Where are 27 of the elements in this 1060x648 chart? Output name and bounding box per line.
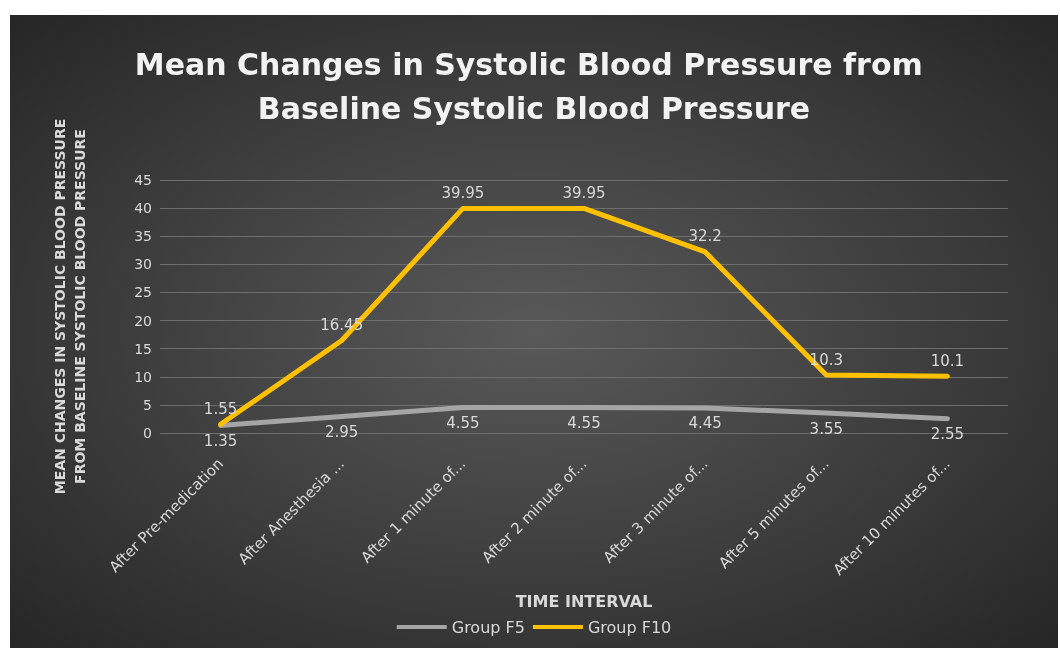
y-axis-title: MEAN CHANGES IN SYSTOLIC BLOOD PRESSURE FROM BASELINE SYSTOLIC BLOOD PRESSURE [52,118,88,495]
data-label: 32.2 [688,227,722,246]
y-tick-label: 20 [134,312,152,329]
y-tick-label: 25 [134,284,152,301]
y-tick-label: 0 [143,425,152,441]
data-label: 39.95 [562,183,606,202]
data-label: 10.1 [930,351,965,370]
y-tick-label: 45 [134,172,152,188]
data-label: 2.55 [930,425,965,444]
chart-title: Mean Changes in Systolic Blood Pressure from Baseline Systolic Blood Pressure [134,46,934,126]
y-tick-label: 40 [134,200,152,217]
y-tick-label: 10 [134,368,152,385]
data-label: 39.95 [441,183,485,202]
data-label: 4.55 [567,413,601,432]
y-tick-label: 30 [134,256,152,273]
data-label: 1.35 [203,431,238,450]
data-label: 1.55 [203,399,238,418]
y-tick-label: 5 [143,396,152,413]
data-label: 2.95 [325,422,359,441]
data-label: 4.45 [688,414,722,433]
y-tick-label: 35 [134,228,152,245]
x-axis-title: TIME INTERVAL [515,591,653,611]
data-label: 3.55 [809,419,843,438]
legend-label: Group F5 [451,617,525,637]
y-tick-label: 15 [134,340,152,357]
legend-label: Group F10 [587,617,672,637]
data-label: 4.55 [446,413,480,432]
